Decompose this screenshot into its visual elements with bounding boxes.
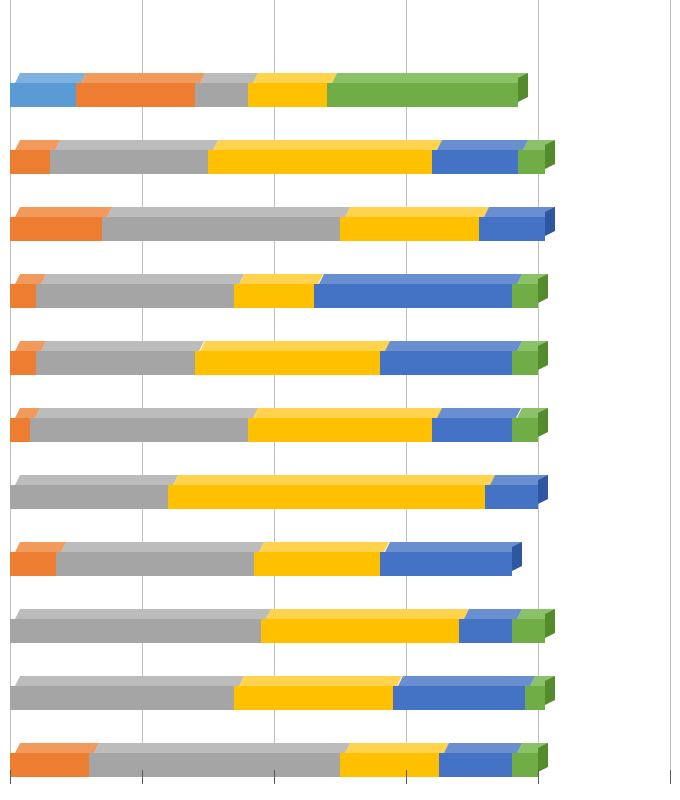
bar-row (10, 408, 670, 442)
bar-segment (36, 284, 234, 308)
bar-segment (512, 284, 538, 308)
bar-segment (393, 686, 525, 710)
bar-segment (50, 150, 208, 174)
bar-segment (512, 351, 538, 375)
bar-segment (340, 217, 479, 241)
bar-segment (10, 351, 36, 375)
gridline (274, 0, 275, 770)
axis-ticks-container (10, 770, 670, 784)
bar-segment (30, 418, 248, 442)
bar-segment (10, 83, 76, 107)
gridline (10, 0, 11, 770)
axis-tick (10, 770, 11, 784)
bar-segment (10, 150, 50, 174)
bar-row (10, 475, 670, 509)
axis-tick (538, 770, 539, 784)
gridline (406, 0, 407, 770)
bar-segment (512, 619, 545, 643)
bar-segment (432, 150, 518, 174)
axis-tick (670, 770, 671, 784)
bar-segment (10, 418, 30, 442)
bar-segment (234, 686, 392, 710)
bar-segment (525, 686, 545, 710)
bar-segment (195, 351, 380, 375)
bar-segment (36, 351, 194, 375)
bar-segment (168, 485, 485, 509)
bar-segment (485, 485, 538, 509)
axis-tick (142, 770, 143, 784)
plot-area (10, 0, 670, 770)
gridline (670, 0, 671, 770)
bar-segment (76, 83, 195, 107)
bar-segment (432, 418, 511, 442)
bar-row (10, 73, 670, 107)
bar-segment (512, 418, 538, 442)
bar-row (10, 341, 670, 375)
bar-segment (56, 552, 254, 576)
gridline (142, 0, 143, 770)
bar-row (10, 207, 670, 241)
bar-segment (261, 619, 459, 643)
gridline (538, 0, 539, 770)
bar-segment (459, 619, 512, 643)
bar-segment (10, 552, 56, 576)
bar-row (10, 140, 670, 174)
bar-segment (10, 284, 36, 308)
bar-segment (208, 150, 432, 174)
stacked-bar-chart (0, 0, 680, 800)
bar-segment (102, 217, 340, 241)
bar-segment (10, 217, 102, 241)
bar-segment (254, 552, 379, 576)
bar-segment (479, 217, 545, 241)
bar-row (10, 609, 670, 643)
bar-row (10, 274, 670, 308)
bar-segment (380, 351, 512, 375)
bar-segment (327, 83, 518, 107)
bar-segment (10, 686, 234, 710)
bar-segment (314, 284, 512, 308)
bar-row (10, 542, 670, 576)
bar-segment (518, 150, 544, 174)
bar-segment (248, 418, 433, 442)
bar-segment (234, 284, 313, 308)
bar-segment (10, 619, 261, 643)
bar-segment (248, 83, 327, 107)
axis-tick (406, 770, 407, 784)
bar-segment (195, 83, 248, 107)
bar-segment (380, 552, 512, 576)
bar-segment (10, 485, 168, 509)
axis-tick (274, 770, 275, 784)
bar-row (10, 676, 670, 710)
